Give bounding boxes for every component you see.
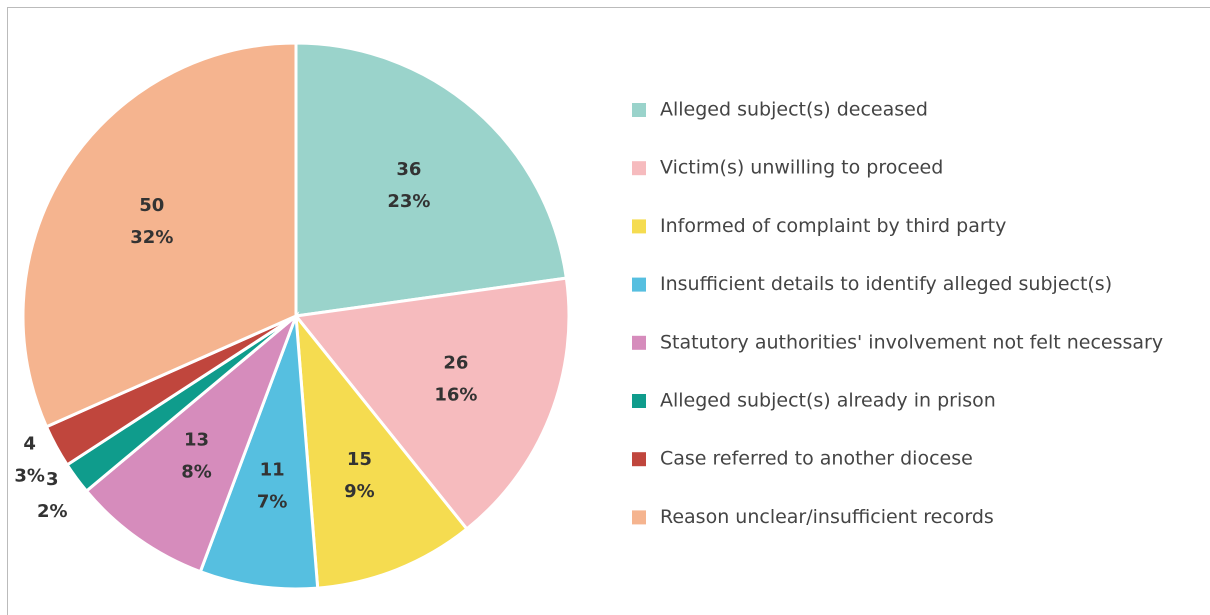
- legend-label: Statutory authorities' involvement not f…: [660, 331, 1163, 353]
- slice-percent-label: 2%: [37, 501, 68, 522]
- slice-percent-label: 9%: [344, 481, 375, 502]
- legend-label: Alleged subject(s) already in prison: [660, 390, 996, 412]
- slice-value-label: 13: [184, 429, 209, 450]
- pie-slice: [293, 276, 571, 532]
- slice-value-label: 50: [139, 195, 164, 216]
- legend-label: Insufficient details to identify alleged…: [660, 273, 1112, 295]
- legend-swatch: [632, 452, 646, 467]
- legend-label: Alleged subject(s) deceased: [660, 99, 928, 121]
- legend-label: Case referred to another diocese: [660, 448, 973, 470]
- legend-swatch: [632, 335, 646, 350]
- slice-value-label: 36: [396, 159, 421, 180]
- pie-slice: [294, 41, 569, 318]
- slice-percent-label: 7%: [257, 491, 288, 512]
- slice-value-label: 4: [23, 433, 36, 454]
- slice-percent-label: 16%: [434, 384, 477, 405]
- legend-label: Victim(s) unwilling to proceed: [660, 157, 943, 179]
- legend-swatch: [632, 161, 646, 176]
- slice-percent-label: 8%: [181, 461, 212, 482]
- slice-percent-label: 32%: [130, 227, 173, 248]
- slice-value-label: 26: [443, 352, 468, 373]
- legend-swatch: [632, 219, 646, 234]
- slice-value-label: 15: [347, 449, 372, 470]
- frame: [7, 7, 1210, 615]
- pie-slice: [84, 311, 300, 574]
- pie-slice: [294, 311, 469, 590]
- pie-slice: [198, 315, 320, 591]
- legend-label: Reason unclear/insufficient records: [660, 506, 994, 528]
- pie-slice: [21, 41, 298, 429]
- legend-swatch: [632, 103, 646, 117]
- slice-percent-label: 23%: [387, 191, 430, 212]
- slice-value-label: 11: [260, 459, 285, 480]
- slice-value-label: 3: [46, 469, 59, 490]
- legend-swatch: [632, 510, 646, 525]
- legend-swatch: [632, 277, 646, 292]
- slice-percent-label: 3%: [14, 465, 45, 486]
- legend-label: Informed of complaint by third party: [660, 215, 1006, 237]
- legend-swatch: [632, 394, 646, 408]
